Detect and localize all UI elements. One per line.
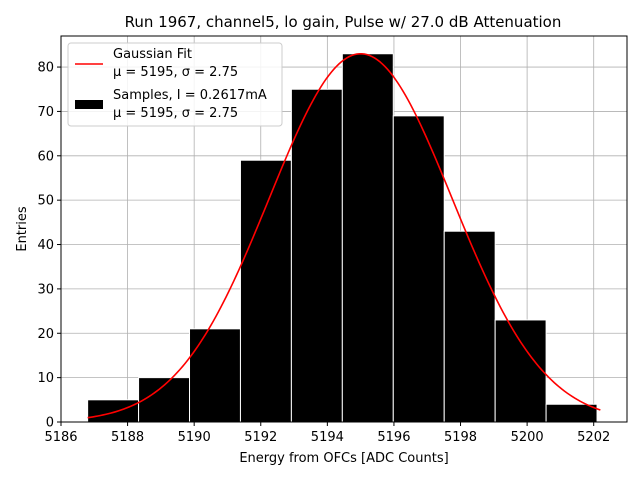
gaussian-fit-line (87, 52, 601, 419)
y-tick-label: 80 (37, 61, 54, 76)
x-tick-label: 5198 (444, 430, 477, 445)
y-axis-label: Entries (15, 206, 30, 252)
legend-fit-params: μ = 5195, σ = 2.75 (113, 65, 238, 80)
y-axis-ticks: 0 10 20 30 40 50 60 70 80 (37, 61, 61, 431)
legend-fit-label: Gaussian Fit (113, 47, 192, 62)
y-tick-label: 40 (37, 238, 54, 253)
histogram-bar (189, 328, 241, 423)
histogram-bar (392, 115, 445, 423)
legend-samples-label: Samples, I = 0.2617mA (113, 88, 267, 103)
legend-samples-params: μ = 5195, σ = 2.75 (113, 106, 238, 121)
x-tick-label: 5192 (244, 430, 277, 445)
histogram-bar (545, 403, 598, 423)
y-tick-label: 10 (37, 371, 54, 386)
x-tick-label: 5200 (511, 430, 544, 445)
y-tick-label: 20 (37, 327, 54, 342)
x-tick-label: 5186 (44, 430, 77, 445)
histogram-bar (443, 230, 496, 423)
histogram-bar (494, 319, 547, 423)
y-tick-label: 0 (46, 416, 54, 431)
x-tick-label: 5196 (377, 430, 410, 445)
x-axis-ticks: 5186 5188 5190 5192 5194 5196 5198 5200 5202 (44, 422, 610, 445)
histogram-bar (341, 53, 394, 423)
x-axis-label: Energy from OFCs [ADC Counts] (239, 451, 448, 466)
legend: Gaussian Fit μ = 5195, σ = 2.75 Samples,… (67, 42, 283, 127)
y-tick-label: 30 (37, 282, 54, 297)
histogram-bar (290, 88, 343, 423)
histogram-bar (239, 159, 292, 423)
x-tick-label: 5194 (311, 430, 344, 445)
plot-frame (60, 35, 628, 423)
histogram-bar (87, 399, 140, 423)
x-tick-label: 5188 (111, 430, 144, 445)
y-tick-label: 70 (37, 105, 54, 120)
histogram-bars (87, 53, 598, 423)
chart-title: Run 1967, channel5, lo gain, Pulse w/ 27… (125, 13, 562, 31)
y-tick-label: 60 (37, 149, 54, 164)
x-tick-label: 5202 (577, 430, 610, 445)
legend-samples-swatch (75, 100, 103, 109)
x-tick-label: 5190 (178, 430, 211, 445)
legend-box (67, 42, 283, 127)
y-tick-label: 50 (37, 194, 54, 209)
